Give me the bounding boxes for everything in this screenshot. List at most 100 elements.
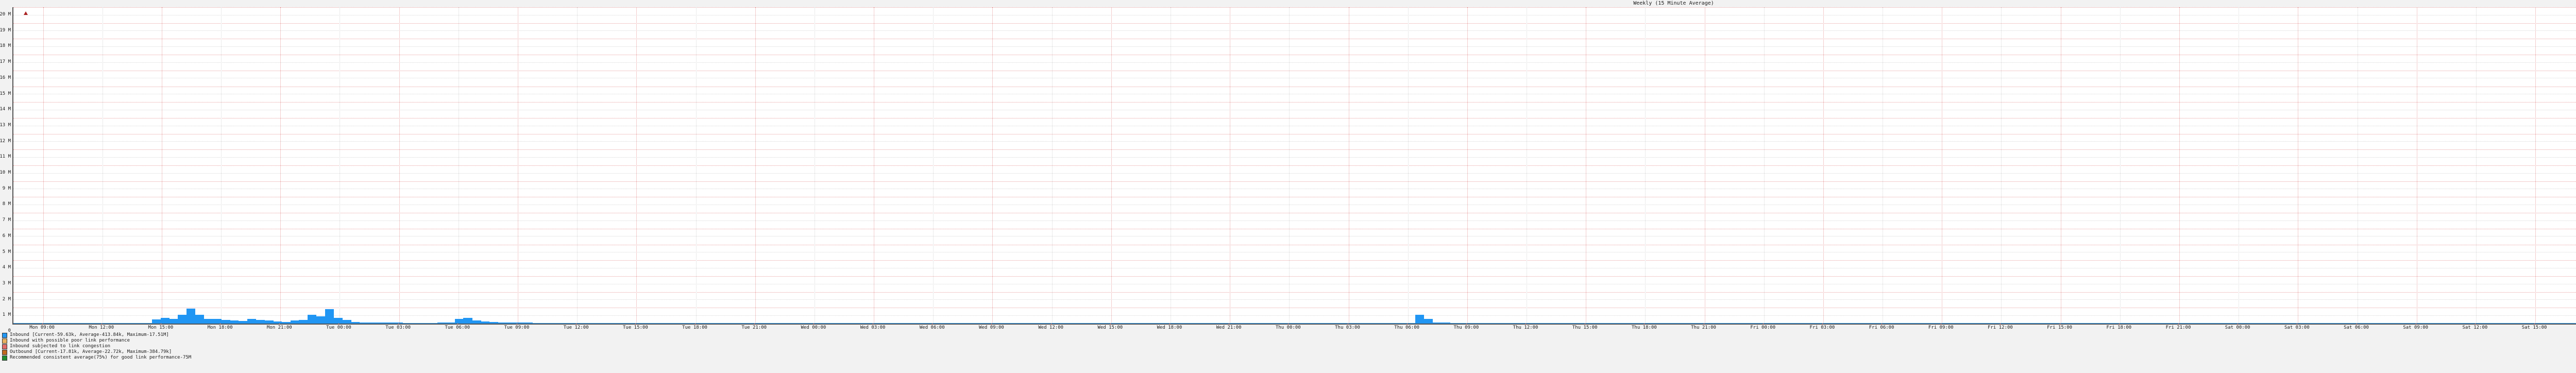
x-tick-label: Tue 21:00 [741, 325, 767, 330]
bar [290, 320, 299, 324]
bar [1199, 323, 1208, 324]
bar [2202, 323, 2212, 324]
bar [1960, 323, 1970, 324]
y-tick-label: 2 M [2, 296, 11, 302]
bar [610, 323, 620, 324]
bar [1216, 323, 1226, 324]
bar [1934, 323, 1944, 324]
bar [1277, 323, 1286, 324]
y-axis-tick-labels: 20 M 19 M 18 M 17 M 16 M 15 M 14 M 13 M 12 M 11 M… [0, 7, 11, 333]
bar [65, 323, 75, 324]
x-tick-label: Wed 03:00 [860, 325, 886, 330]
x-tick-label: Tue 12:00 [563, 325, 589, 330]
bar [541, 323, 550, 324]
bar [186, 308, 196, 324]
bar [1952, 323, 1961, 324]
bar [1822, 323, 1831, 324]
bar [1423, 318, 1433, 324]
bar [1969, 323, 1978, 324]
bar [2574, 323, 2576, 324]
x-tick-label: Wed 09:00 [979, 325, 1004, 330]
bar [2263, 323, 2273, 324]
x-tick-mark [1466, 323, 1467, 325]
x-tick-mark [220, 323, 221, 325]
x-tick-label: Tue 09:00 [504, 325, 530, 330]
bar [930, 323, 940, 324]
bar [256, 320, 265, 324]
bar [956, 323, 966, 324]
bar [2315, 323, 2325, 324]
bar [273, 321, 282, 324]
bar [437, 323, 447, 324]
bar [333, 318, 343, 324]
bar [2133, 323, 2143, 324]
bar [671, 323, 680, 324]
bar [965, 323, 975, 324]
bar [446, 323, 455, 324]
bar [2073, 323, 2082, 324]
bar [2229, 323, 2238, 324]
x-tick-label: Thu 00:00 [1275, 325, 1301, 330]
bar [999, 323, 1009, 324]
bar [385, 323, 395, 324]
x-tick-label: Sat 06:00 [2344, 325, 2369, 330]
gridline-vertical [933, 7, 934, 324]
bar [991, 323, 1001, 324]
bar [714, 323, 723, 324]
bar [575, 323, 585, 324]
bar [2255, 323, 2264, 324]
legend-item-recommended-average: Recommended consistent average(75%) for … [2, 355, 332, 361]
bar [2177, 323, 2186, 324]
bar [2081, 323, 2091, 324]
bar [1753, 323, 1762, 324]
gridline-vertical [1289, 7, 1290, 324]
x-tick-label: Thu 03:00 [1335, 325, 1360, 330]
bar [1302, 323, 1312, 324]
gridline-horizontal [13, 165, 2576, 166]
bar [1095, 323, 1104, 324]
x-tick-mark [694, 323, 696, 325]
bar [2540, 323, 2550, 324]
bar [82, 323, 92, 324]
bar [2445, 323, 2454, 324]
x-tick-mark [1406, 323, 1408, 325]
bar [126, 323, 135, 324]
bar [1701, 323, 1710, 324]
bar [13, 323, 23, 324]
y-tick-label: 11 M [0, 154, 11, 160]
y-tick-label: 19 M [0, 27, 11, 33]
x-tick-mark [576, 323, 577, 325]
bar [2480, 323, 2489, 324]
bar [1467, 323, 1477, 324]
bar [394, 323, 403, 324]
bar [2159, 323, 2169, 324]
bar [1285, 323, 1295, 324]
bar [316, 316, 326, 324]
bar [757, 323, 767, 324]
legend-swatch-recommended-average [2, 355, 7, 361]
bar [1614, 323, 1623, 324]
bar [99, 323, 109, 324]
bar [826, 323, 836, 324]
x-tick-label: Tue 03:00 [385, 325, 411, 330]
bar [861, 323, 871, 324]
gridline-horizontal [13, 292, 2576, 293]
bar [896, 323, 905, 324]
legend-label-inbound: Inbound [Current-59.63k, Average-413.84k… [10, 332, 169, 337]
bar [377, 323, 386, 324]
gridline-vertical [43, 7, 44, 324]
bar [1259, 323, 1269, 324]
x-tick-mark [1762, 323, 1764, 325]
x-tick-mark [1110, 323, 1111, 325]
legend-item-outbound: Outbound [Current-17.81k, Average-22.72k… [2, 349, 332, 355]
x-tick-label: Mon 18:00 [207, 325, 233, 330]
bar [653, 323, 663, 324]
bar [195, 315, 205, 324]
y-tick-label: 17 M [0, 59, 11, 65]
y-tick-label: 9 M [2, 185, 11, 191]
bar [1346, 323, 1355, 324]
bar [619, 323, 629, 324]
x-tick-mark [101, 323, 102, 325]
bar [481, 321, 490, 324]
